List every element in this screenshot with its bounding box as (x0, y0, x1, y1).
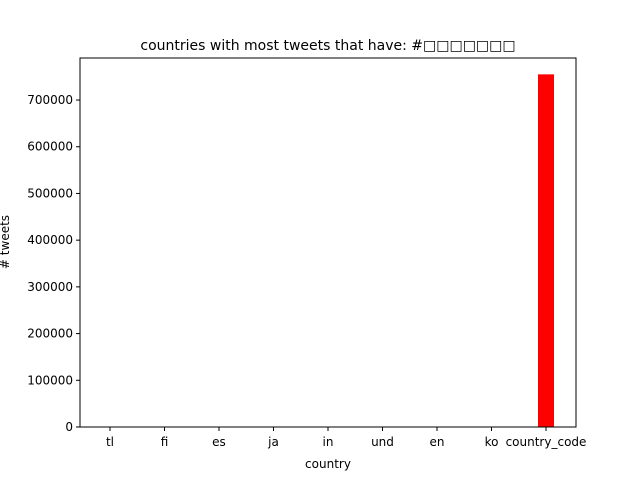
plot-frame (79, 57, 577, 428)
x-axis-ticks: tl fi es ja in und en ko country_code (106, 427, 586, 449)
x-tick-label: country_code (506, 435, 587, 449)
x-tick-label: tl (106, 435, 114, 449)
y-tick-label: 600000 (27, 140, 73, 154)
x-tick-label: und (371, 435, 394, 449)
y-tick-label: 200000 (27, 327, 73, 341)
x-tick-label: ko (485, 435, 499, 449)
y-tick-label: 500000 (27, 186, 73, 200)
x-tick-label: ja (267, 435, 279, 449)
y-tick-label: 0 (65, 420, 73, 434)
x-axis-label: country (305, 457, 351, 471)
y-axis-label: # tweets (0, 215, 12, 269)
y-tick-label: 100000 (27, 373, 73, 387)
y-axis-ticks: 0 100000 200000 300000 400000 500000 600000 700… (27, 93, 80, 434)
x-tick-label: en (430, 435, 445, 449)
bar-country_code (538, 74, 554, 427)
x-tick-label: in (323, 435, 334, 449)
y-tick-label: 700000 (27, 93, 73, 107)
x-tick-label: fi (161, 435, 169, 449)
bars-group (538, 74, 554, 427)
x-tick-label: es (212, 435, 226, 449)
y-tick-label: 400000 (27, 233, 73, 247)
y-tick-label: 300000 (27, 280, 73, 294)
chart-title: countries with most tweets that have: #□… (140, 38, 515, 54)
